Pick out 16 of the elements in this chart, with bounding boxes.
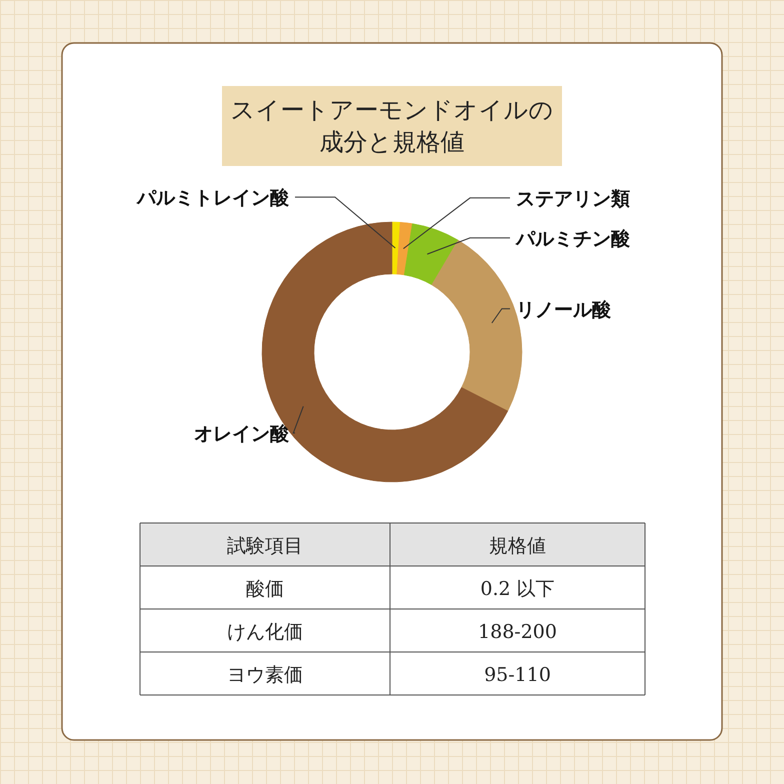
slice-label: オレイン酸 <box>194 422 290 445</box>
slice-label: パルミトレイン酸 <box>136 187 290 210</box>
text: ヨウ素価 <box>227 664 303 686</box>
text: 95-110 <box>484 664 551 686</box>
text: 188-200 <box>478 621 557 643</box>
donut-slice <box>396 222 413 276</box>
slice-label: パルミチン酸 <box>515 228 631 250</box>
slice-label: ステアリン類 <box>516 188 630 210</box>
text: けん化価 <box>227 621 303 643</box>
donut-slice <box>404 223 458 286</box>
text: 試験項目 <box>227 535 303 557</box>
chart-title: スイートアーモンドオイルの成分と規格値 <box>230 96 554 156</box>
slice-label: リノール酸 <box>516 298 612 321</box>
text: 0.2 以下 <box>480 578 555 600</box>
text: 酸価 <box>246 578 284 600</box>
text: 規格値 <box>489 535 546 557</box>
